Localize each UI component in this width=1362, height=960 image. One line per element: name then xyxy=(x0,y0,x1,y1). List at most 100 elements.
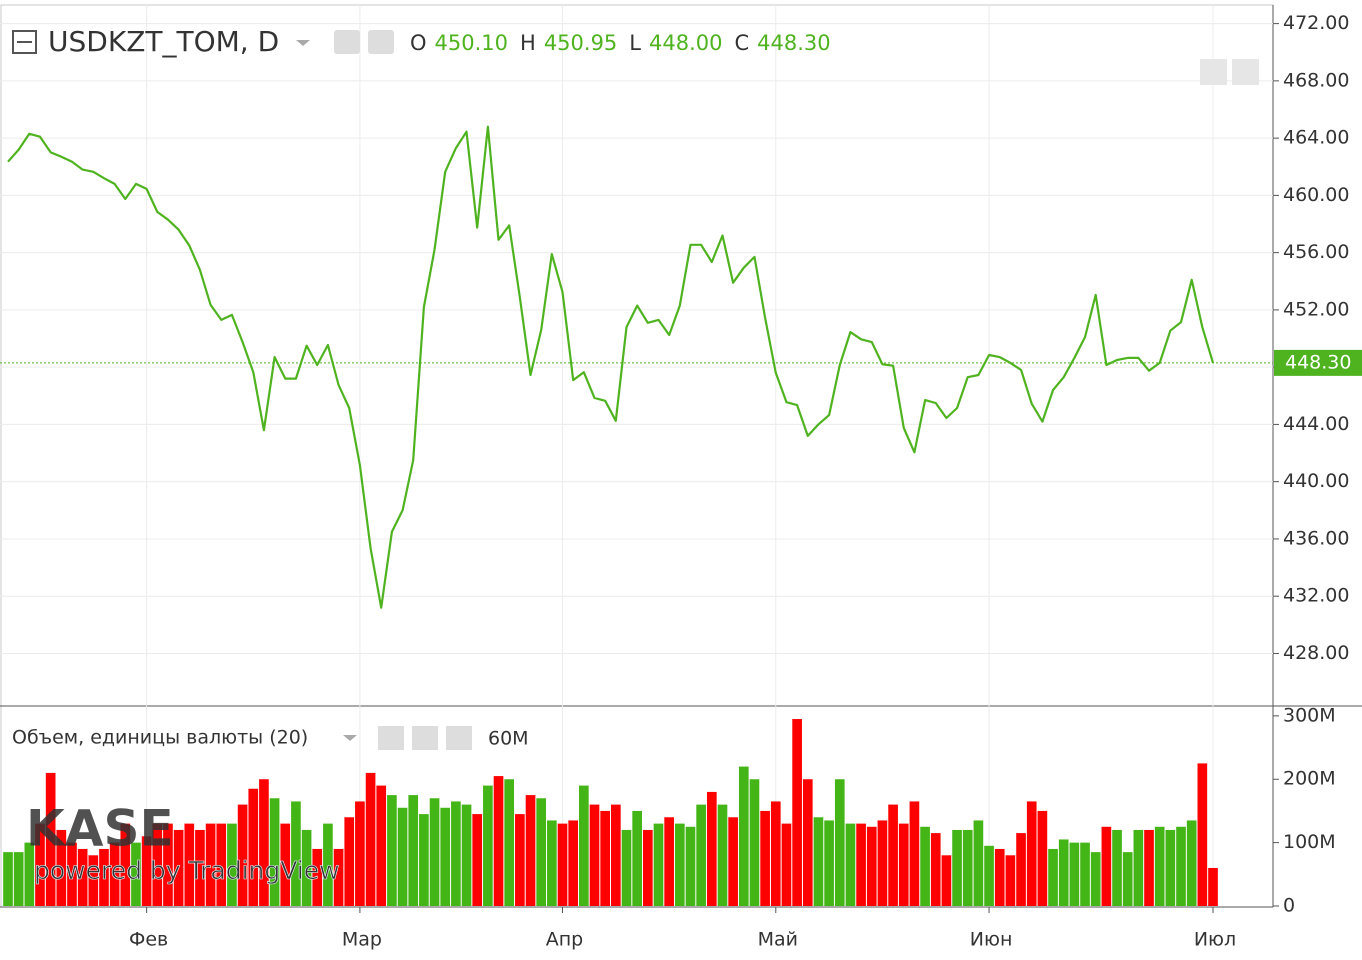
volume-bar xyxy=(898,823,909,906)
ohlc-value: 450.10 xyxy=(435,31,508,55)
volume-tick-label: 300M xyxy=(1283,704,1336,726)
volume-tick-label: 0 xyxy=(1283,895,1295,917)
ohlc-label: H xyxy=(520,31,536,55)
volume-bar xyxy=(1112,829,1122,906)
volume-bar xyxy=(1144,829,1154,906)
x-tick-label: Мар xyxy=(342,929,382,951)
volume-bar xyxy=(237,804,248,906)
ohlc-legend: O 450.10 H 450.95 L 448.00 C 448.30 xyxy=(410,31,831,55)
volume-bar xyxy=(1016,833,1026,906)
y-tick-label: 460.00 xyxy=(1283,184,1349,206)
volume-bar xyxy=(642,829,653,906)
settings-button[interactable] xyxy=(412,726,438,750)
x-tick-label: Июн xyxy=(970,929,1013,951)
volume-bar xyxy=(685,826,696,906)
volume-bar xyxy=(1165,829,1176,906)
volume-bar xyxy=(344,817,355,906)
volume-bar xyxy=(1186,820,1197,906)
marks xyxy=(0,125,1273,906)
volume-bar xyxy=(67,842,77,906)
volume-bar xyxy=(173,829,184,906)
volume-bar xyxy=(493,776,504,906)
volume-bar xyxy=(664,817,674,906)
volume-bar xyxy=(1090,852,1101,906)
volume-bar xyxy=(568,820,579,906)
collapse-button[interactable] xyxy=(12,30,37,54)
volume-bar xyxy=(589,804,600,906)
volume-bar xyxy=(674,823,685,906)
settings-button[interactable] xyxy=(368,30,394,54)
x-tick-label: Июл xyxy=(1194,929,1236,951)
y-tick-label: 456.00 xyxy=(1283,241,1349,263)
volume-bar xyxy=(419,814,429,906)
volume-bar xyxy=(333,848,344,906)
volume-bar xyxy=(1048,848,1058,906)
volume-bar xyxy=(408,795,419,906)
watermark-text: powered by TradingView xyxy=(34,856,340,885)
volume-bar xyxy=(866,826,877,906)
volume-title: Объем, единицы валюты (20) xyxy=(12,727,308,749)
volume-bar xyxy=(653,823,664,906)
volume-bar xyxy=(301,829,312,906)
volume-bar xyxy=(472,814,483,906)
volume-bar xyxy=(877,820,888,906)
volume-bar xyxy=(184,823,195,906)
dropdown-arrow[interactable] xyxy=(343,735,357,741)
volume-bar xyxy=(973,820,984,906)
volume-bar xyxy=(376,785,387,906)
scroll-down-button[interactable] xyxy=(1200,59,1227,85)
volume-bar xyxy=(525,795,536,906)
volume-bar xyxy=(24,842,35,906)
volume-bar xyxy=(557,823,568,906)
y-tick-label: 452.00 xyxy=(1283,298,1349,320)
y-tick-label: 444.00 xyxy=(1283,413,1349,435)
volume-bar xyxy=(109,842,120,906)
volume-bar xyxy=(280,823,291,906)
ohlc-value: 448.00 xyxy=(649,31,722,55)
price-line xyxy=(7,125,1215,609)
ohlc-label: C xyxy=(734,31,749,55)
volume-bar xyxy=(600,810,610,906)
volume-bar xyxy=(984,845,994,906)
volume-bar xyxy=(365,772,376,906)
ohlc-value: 448.30 xyxy=(757,31,830,55)
volume-bar xyxy=(632,810,642,906)
scroll-up-button[interactable] xyxy=(1232,59,1259,85)
volume-bar xyxy=(56,829,67,906)
volume-bar xyxy=(738,766,749,906)
x-tick-label: Май xyxy=(758,929,798,951)
volume-bar xyxy=(952,829,962,906)
dropdown-arrow[interactable] xyxy=(296,40,310,46)
volume-bar xyxy=(99,848,109,906)
symbol-title: USDKZT_TOM, D xyxy=(48,25,279,58)
volume-bar xyxy=(856,823,866,906)
watermark: KASE powered by TradingView xyxy=(26,800,340,886)
x-tick-label: Фев xyxy=(129,929,168,951)
volume-bar xyxy=(941,855,952,906)
volume-tick-label: 100M xyxy=(1283,831,1336,853)
volume-bar xyxy=(216,823,227,906)
symbol-legend: USDKZT_TOM, D O 450.10 H 450.95 L 448.00 C 448.… xyxy=(12,25,831,58)
volume-bar xyxy=(813,817,824,906)
volume-bar xyxy=(131,842,141,906)
volume-bar xyxy=(227,823,237,906)
volume-bar xyxy=(1037,810,1048,906)
volume-bar xyxy=(1122,852,1133,906)
close-button[interactable] xyxy=(446,726,472,750)
volume-bar xyxy=(749,779,760,906)
eye-button[interactable] xyxy=(378,726,404,750)
volume-bar xyxy=(152,823,163,906)
volume-bar xyxy=(3,852,13,906)
volume-bar xyxy=(930,833,941,906)
volume-bar xyxy=(35,823,45,906)
ohlc-label: O xyxy=(410,31,427,55)
volume-bar xyxy=(397,807,408,906)
x-tick-label: Апр xyxy=(546,929,583,951)
eye-button[interactable] xyxy=(334,30,360,54)
volume-bar xyxy=(909,801,920,906)
volume-bar xyxy=(579,785,589,906)
volume-bar xyxy=(760,810,770,906)
volume-legend: Объем, единицы валюты (20) 60M xyxy=(12,726,529,750)
